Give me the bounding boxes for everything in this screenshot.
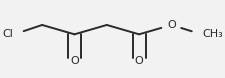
Text: O: O <box>134 56 143 66</box>
Text: O: O <box>70 56 79 66</box>
Text: CH₃: CH₃ <box>202 29 222 39</box>
Text: Cl: Cl <box>2 29 13 39</box>
Text: O: O <box>166 20 175 30</box>
